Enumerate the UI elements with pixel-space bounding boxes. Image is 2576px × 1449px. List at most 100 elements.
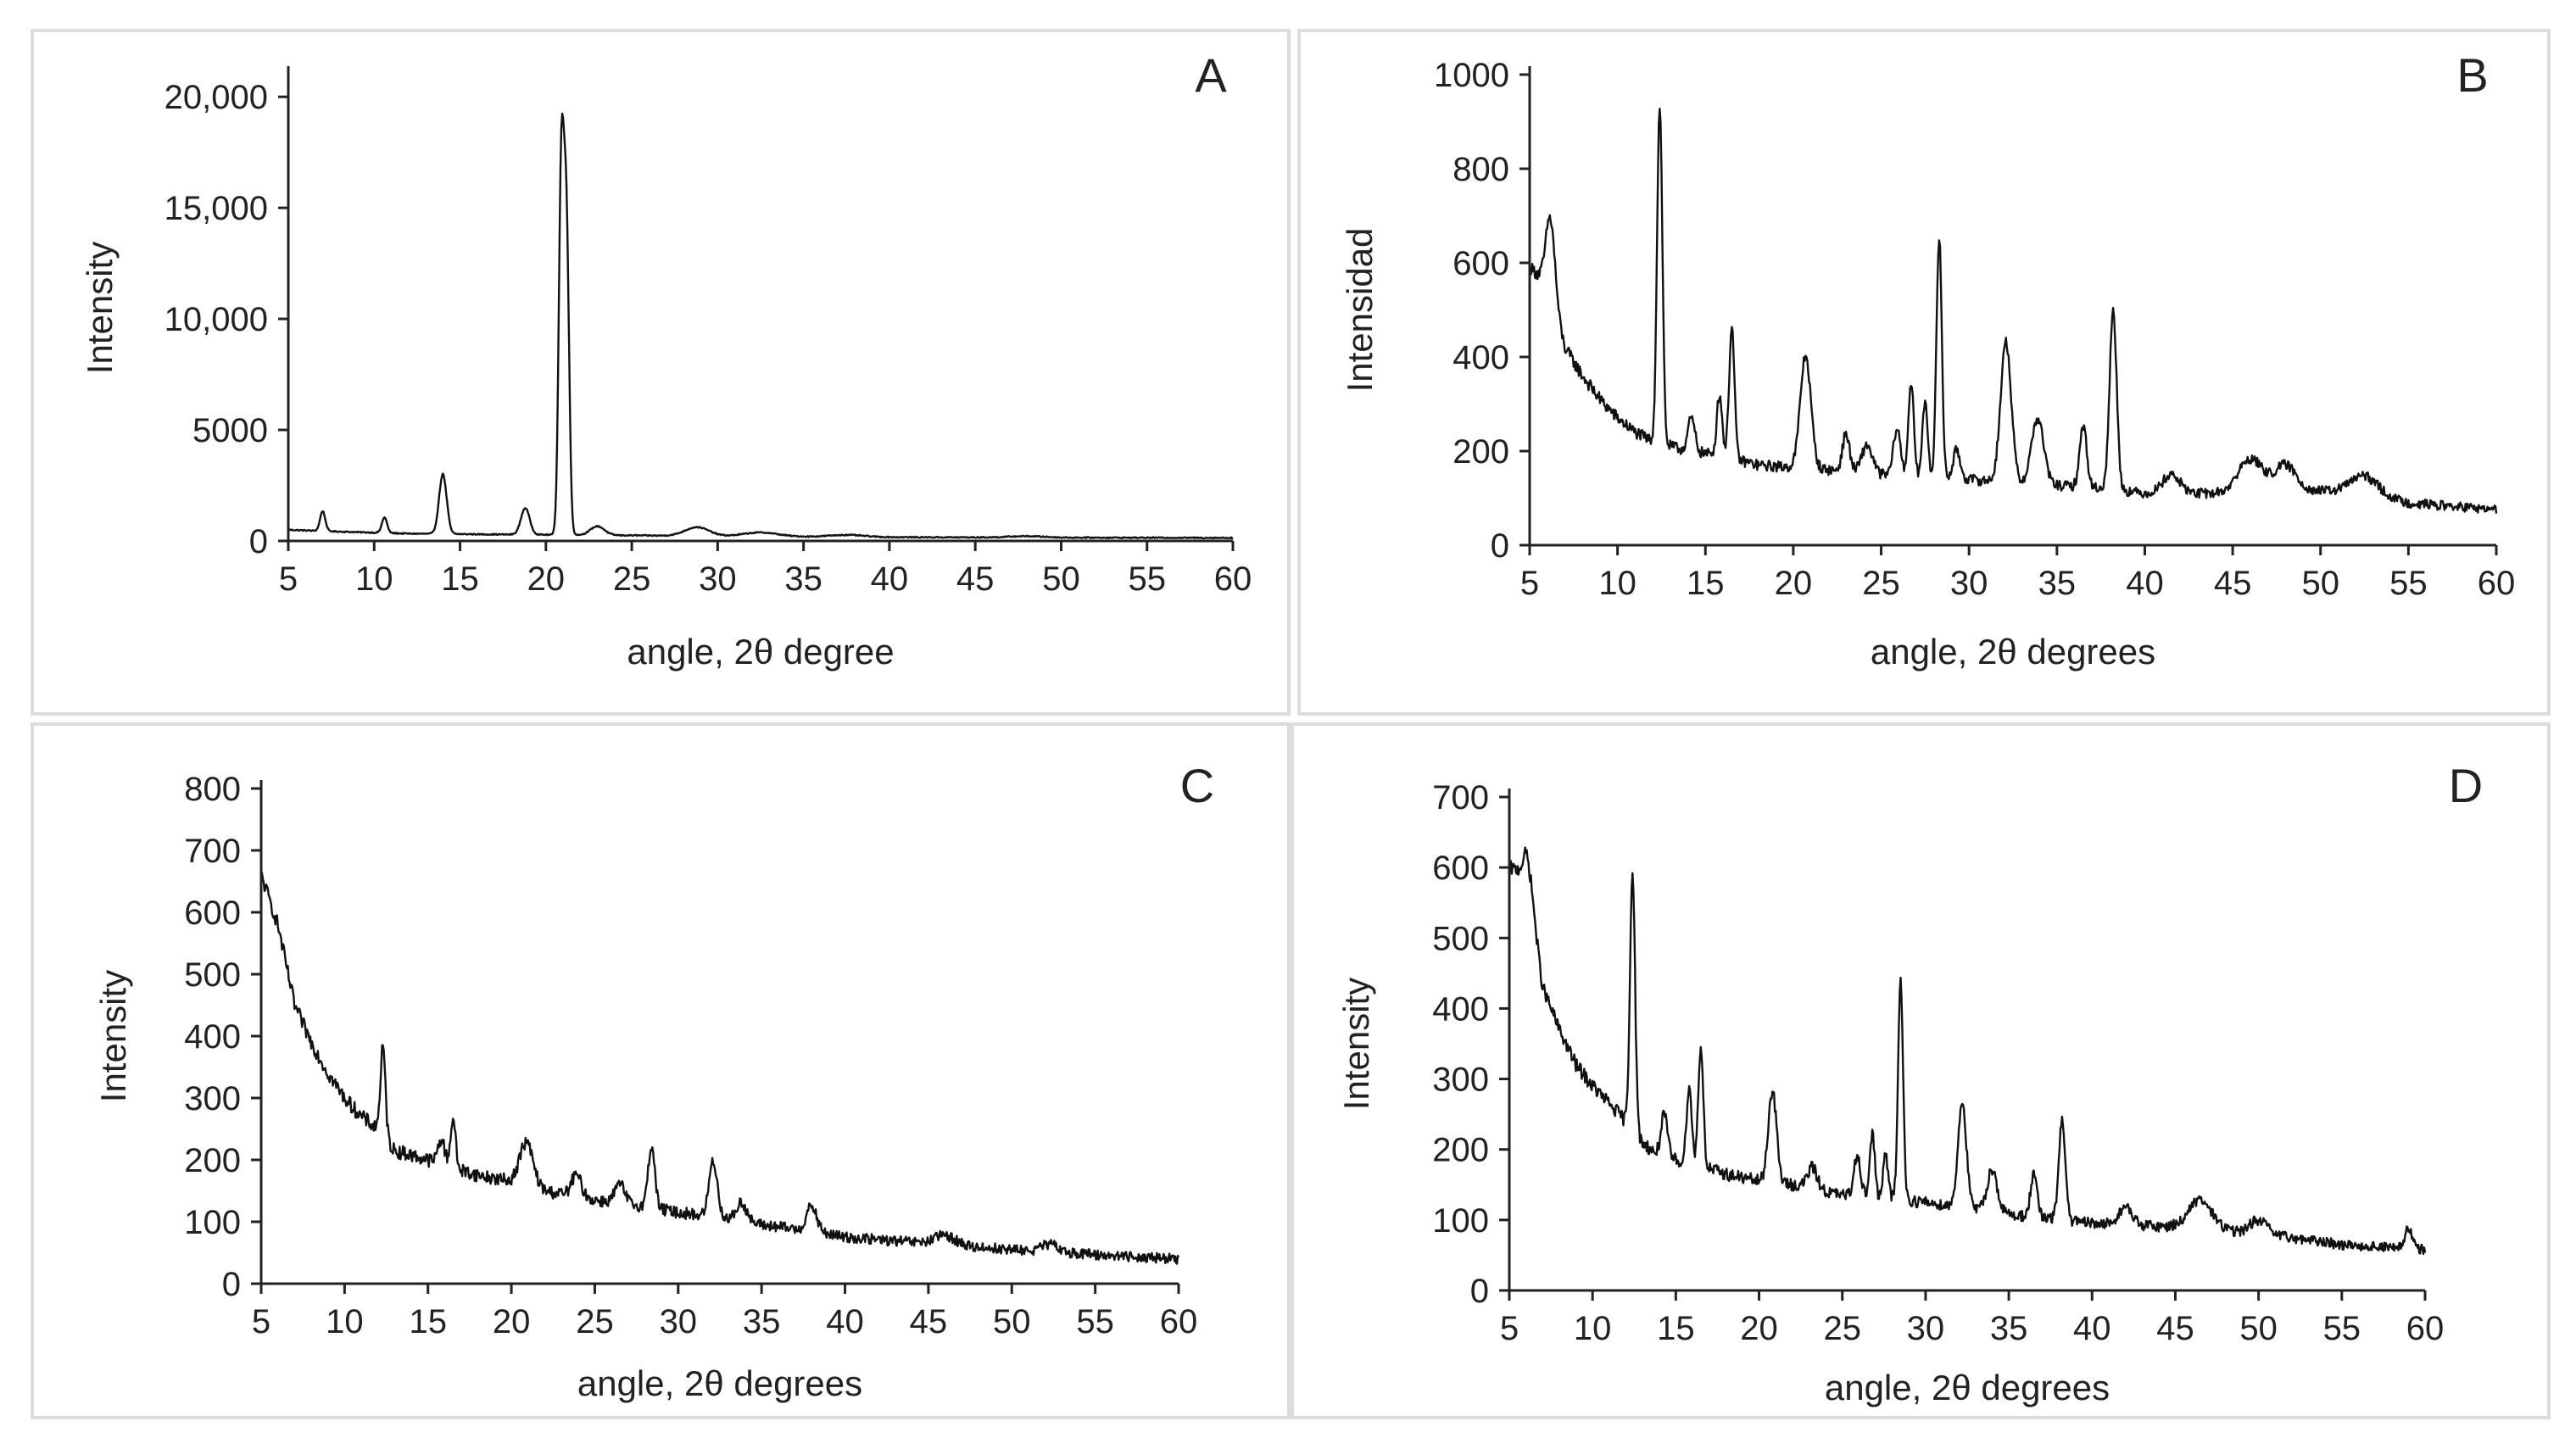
chart-a-y-axis-title: Intensity [80,242,120,374]
chart-b-y-tick-label: 0 [1491,527,1509,565]
chart-d-y-tick-label: 200 [1432,1132,1489,1169]
chart-d-y-axis-title: Intensity [1336,978,1376,1110]
chart-a-x-tick-label: 25 [613,560,651,598]
chart-b-y-tick-label: 400 [1452,339,1509,376]
chart-c-x-tick-label: 30 [660,1303,698,1340]
chart-c-x-tick-label: 25 [576,1303,614,1340]
chart-d-x-tick-label: 20 [1740,1310,1778,1347]
chart-c-x-tick-label: 60 [1160,1303,1198,1340]
chart-a-y-tick-label: 0 [249,523,268,560]
chart-b-x-tick-label: 45 [2214,565,2252,602]
chart-d-x-tick-label: 50 [2239,1310,2278,1347]
chart-d-svg: 5 10 15 20 25 30 35 40 45 50 55 6001002003004005006… [1336,759,2483,1407]
chart-d-x-tick-label: 60 [2406,1310,2445,1347]
chart-c-y-tick-label: 800 [184,771,241,808]
chart-c-x-tick-label: 35 [743,1303,781,1340]
chart-d-x-tick-label: 15 [1657,1310,1695,1347]
chart-b-panel-letter: B [2456,48,2488,102]
chart-c-y-tick-label: 500 [184,956,241,994]
chart-b-x-tick-label: 5 [1520,565,1539,602]
chart-b-x-tick-label: 20 [1775,565,1813,602]
chart-a-x-tick-label: 10 [355,560,393,598]
chart-c-y-axis-title: Intensity [93,970,133,1102]
chart-c-x-tick-label: 5 [252,1303,270,1340]
chart-a-x-tick-label: 40 [871,560,909,598]
chart-c-x-tick-label: 10 [326,1303,364,1340]
chart-d-y-tick-label: 600 [1432,850,1489,887]
chart-c-y-tick-label: 600 [184,894,241,932]
chart-c-x-tick-label: 40 [826,1303,864,1340]
chart-d-x-tick-label: 25 [1823,1310,1861,1347]
chart-a-x-tick-label: 50 [1042,560,1080,598]
chart-d-x-tick-label: 30 [1907,1310,1945,1347]
chart-b-y-tick-label: 1000 [1434,57,1509,94]
chart-b-x-tick-label: 40 [2126,565,2164,602]
chart-panel-d: 5 10 15 20 25 30 35 40 45 50 55 60 0 100 200 300 400 500 6… [1291,722,2551,1419]
chart-d-x-tick-label: 5 [1500,1310,1519,1347]
chart-b-y-tick-label: 800 [1452,151,1509,188]
chart-c-y-tick-label: 300 [184,1080,241,1117]
chart-c-y-tick-label: 700 [184,833,241,870]
chart-a-x-axis-title: angle, 2θ degree [627,632,894,672]
chart-b-y-tick-label: 200 [1452,433,1509,471]
chart-b-x-tick-label: 55 [2389,565,2428,602]
chart-a-x-tick-label: 35 [784,560,822,598]
chart-d-x-axis-title: angle, 2θ degrees [1825,1368,2110,1407]
chart-d-y-tick-label: 700 [1432,779,1489,816]
chart-a-x-tick-label: 20 [527,560,566,598]
chart-d-x-tick-label: 45 [2156,1310,2194,1347]
chart-d-series-line [1508,846,2427,1256]
chart-a-y-tick-label: 15,000 [164,190,268,227]
chart-c-series-line [259,870,1180,1265]
chart-a-svg: 5 10 15 20 25 30 35 40 45 50 55 60 0 5000 10,000 15,000… [80,48,1252,672]
chart-c-x-axis-title: angle, 2θ degrees [577,1363,862,1403]
chart-a-y-tick-label: 5000 [192,412,268,449]
chart-b-x-tick-label: 15 [1687,565,1725,602]
chart-c-svg: 5 10 15 20 25 30 35 40 45 50 55 6001002003004005006… [93,759,1214,1403]
chart-a-x-tick-label: 55 [1128,560,1166,598]
chart-d-x-tick-label: 35 [1990,1310,2028,1347]
chart-b-svg: 5 10 15 20 25 30 35 40 45 50 55 6002004006008001000… [1340,48,2516,672]
chart-c-x-tick-label: 50 [993,1303,1031,1340]
chart-d-y-tick-label: 300 [1432,1062,1489,1099]
chart-d-y-tick-label: 100 [1432,1202,1489,1240]
chart-d-x-tick-label: 10 [1574,1310,1612,1347]
chart-b-y-axis-title: Intensidad [1340,228,1380,393]
chart-panel-a: 5 10 15 20 25 30 35 40 45 50 55 60 0 5000 10,000 15,000… [31,29,1291,716]
chart-b-x-tick-label: 50 [2301,565,2339,602]
chart-c-y-tick-label: 400 [184,1018,241,1056]
chart-a-y-tick-label: 10,000 [164,301,268,338]
chart-a-x-tick-label: 30 [699,560,737,598]
chart-d-y-tick-label: 0 [1470,1273,1489,1310]
chart-b-x-tick-label: 30 [1950,565,1988,602]
chart-d-x-tick-label: 40 [2073,1310,2111,1347]
chart-panel-c: 5 10 15 20 25 30 35 40 45 50 55 60 0 100 200 300 400 500 6… [31,722,1291,1419]
chart-a-x-tick-label: 60 [1214,560,1252,598]
chart-a-y-tick-label: 20,000 [164,79,268,116]
chart-c-x-tick-label: 45 [910,1303,948,1340]
chart-a-panel-letter: A [1195,48,1227,102]
chart-c-x-tick-label: 20 [493,1303,531,1340]
chart-b-x-tick-label: 25 [1862,565,1900,602]
chart-c-y-tick-label: 100 [184,1204,241,1241]
chart-d-x-tick-label: 55 [2323,1310,2361,1347]
chart-c-y-tick-label: 200 [184,1142,241,1179]
chart-b-x-axis-title: angle, 2θ degrees [1871,632,2155,672]
chart-c-x-tick-label: 15 [409,1303,447,1340]
chart-d-panel-letter: D [2449,759,2483,812]
chart-panel-b: 5 10 15 20 25 30 35 40 45 50 55 60 0 200 400 600 800 1000… [1297,29,2551,716]
chart-c-panel-letter: C [1180,759,1214,812]
chart-b-y-tick-label: 600 [1452,245,1509,282]
chart-c-x-tick-label: 55 [1076,1303,1114,1340]
chart-b-x-tick-label: 35 [2038,565,2077,602]
chart-a-x-tick-label: 45 [956,560,995,598]
chart-b-series-line [1528,107,2498,514]
chart-a-x-tick-label: 15 [441,560,479,598]
chart-a-series-line [287,112,1234,540]
chart-c-y-tick-label: 0 [222,1266,241,1303]
chart-b-x-tick-label: 60 [2478,565,2516,602]
chart-d-y-tick-label: 400 [1432,990,1489,1028]
chart-b-x-tick-label: 10 [1598,565,1636,602]
chart-d-y-tick-label: 500 [1432,920,1489,957]
chart-a-x-tick-label: 5 [279,560,298,598]
